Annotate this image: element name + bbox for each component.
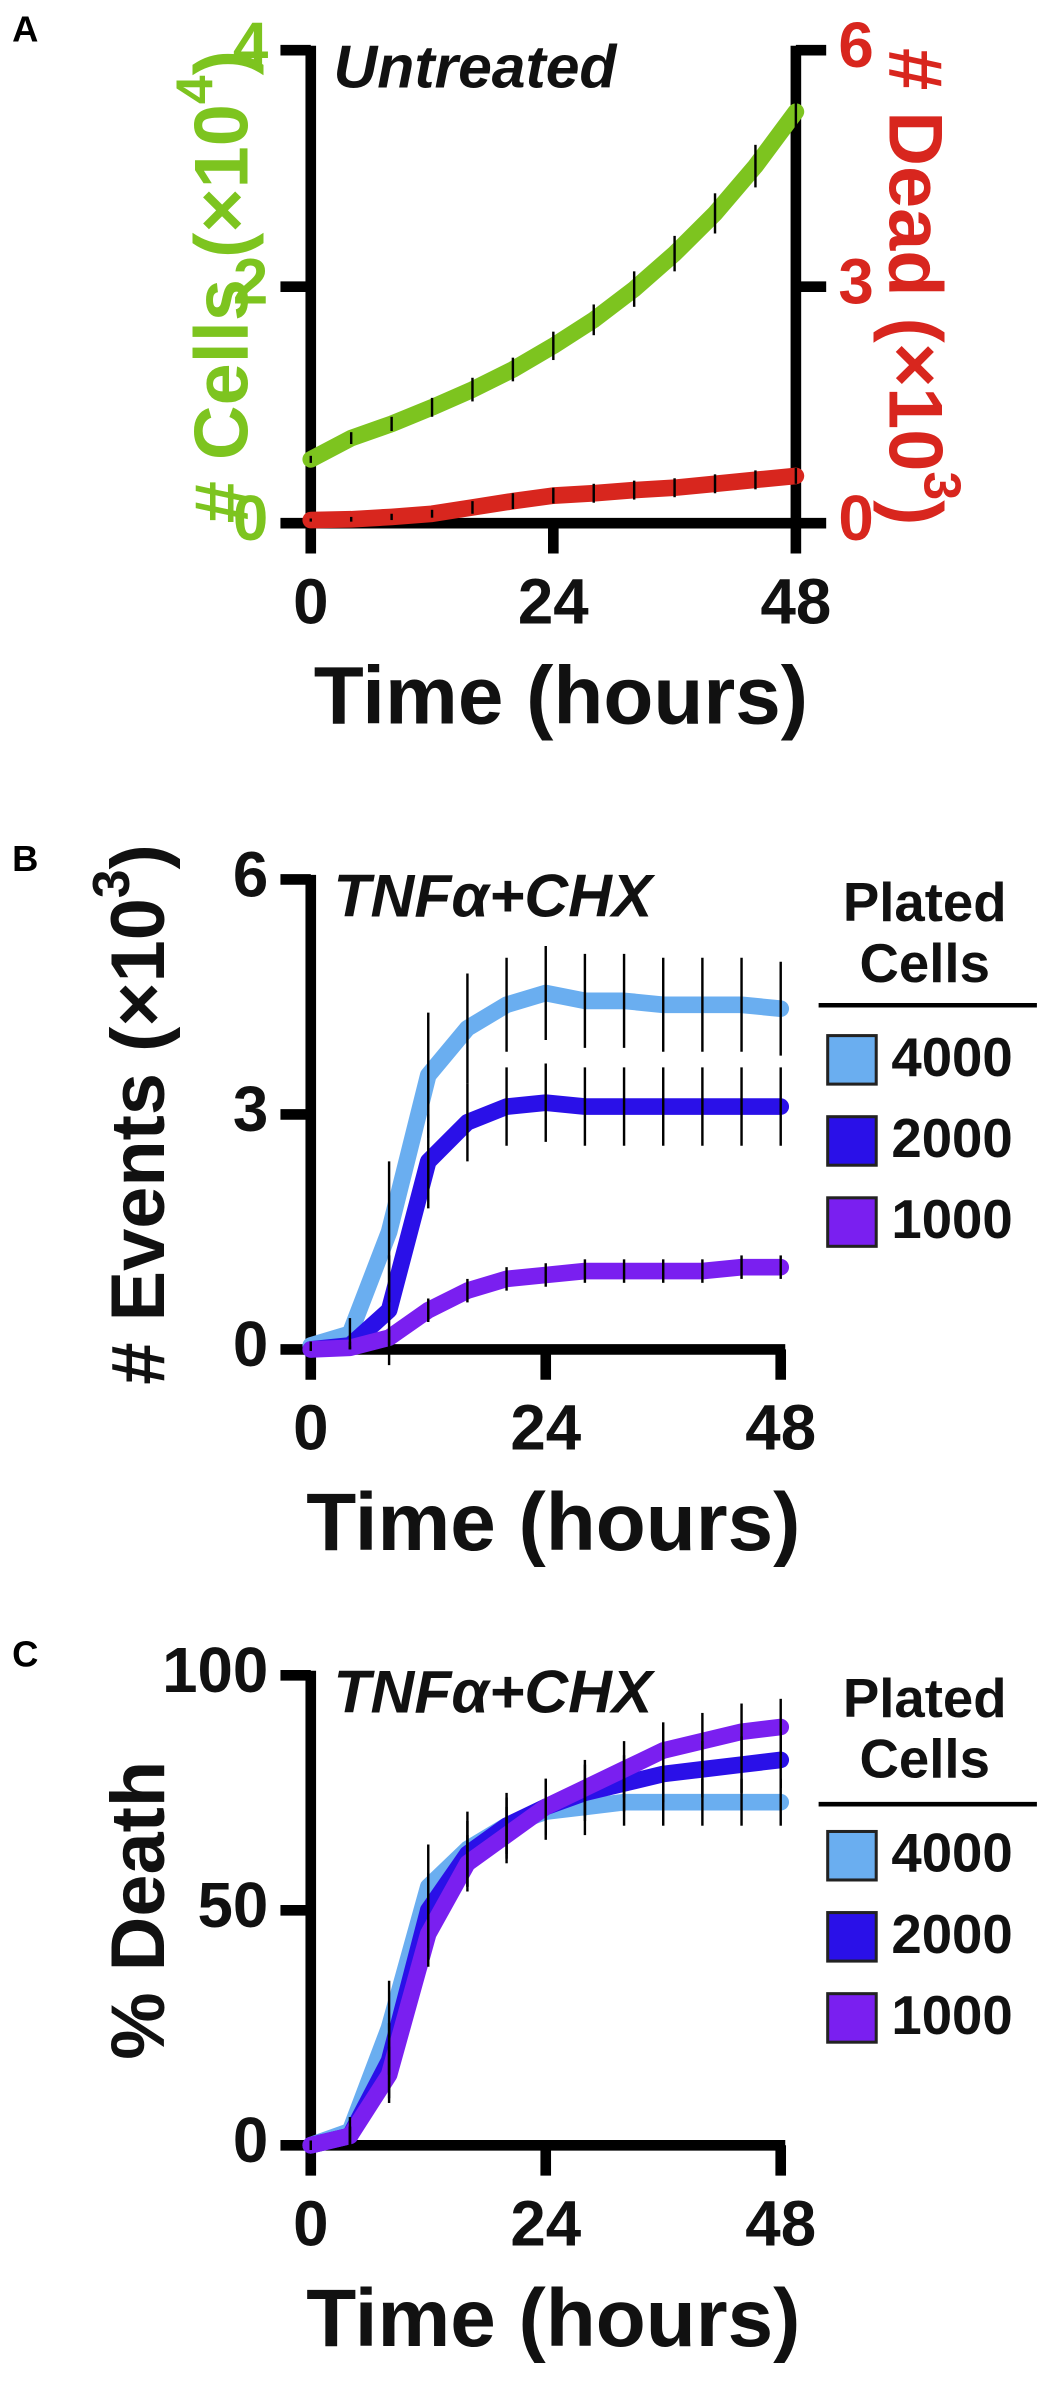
- legend-swatch: [826, 1034, 878, 1086]
- legend-swatch: [826, 1829, 878, 1882]
- annotation: TNFα+CHX: [334, 1658, 656, 1726]
- x-tick-label: 0: [293, 1393, 328, 1464]
- x-axis-title: Time (hours): [306, 2273, 800, 2364]
- y2-tick-label: 3: [838, 247, 873, 318]
- legend-swatch: [826, 1196, 878, 1248]
- annotation: Untreated: [334, 32, 619, 100]
- legend-swatch: [826, 1992, 878, 2044]
- legend-title: Plated: [843, 872, 1007, 933]
- y-tick-label: 0: [233, 483, 268, 554]
- x-tick-label: 24: [510, 2188, 581, 2259]
- y-tick-label: 0: [233, 2105, 268, 2176]
- annotation: TNFα+CHX: [334, 862, 656, 930]
- x-tick-label: 48: [760, 566, 831, 637]
- y2-tick-label: 0: [838, 483, 873, 554]
- legend-label: 1000: [891, 1985, 1012, 2046]
- legend-title: Cells: [860, 933, 990, 994]
- legend-title: Cells: [860, 1729, 990, 1790]
- x-axis-title: Time (hours): [314, 651, 808, 742]
- y2-tick-label: 6: [838, 10, 873, 81]
- legend-label: 4000: [891, 1823, 1012, 1884]
- series-line: [302, 103, 805, 468]
- axis-title: # Cells (×104): [165, 50, 264, 523]
- series-line: [302, 984, 790, 1354]
- y-tick-label: 50: [198, 1870, 269, 1941]
- y-tick-label: 100: [162, 1635, 268, 1706]
- y-tick-label: 2: [233, 247, 268, 318]
- legend-label: 1000: [891, 1189, 1012, 1250]
- legend-swatch: [826, 1115, 878, 1167]
- legend-swatch: [826, 1911, 878, 1963]
- legend-label: 2000: [891, 1108, 1012, 1169]
- panel-label: B: [12, 838, 38, 879]
- panel-label: C: [12, 1634, 38, 1675]
- axis-title: # Dead (×103): [873, 48, 972, 525]
- y-tick-label: 6: [233, 839, 268, 910]
- x-tick-label: 0: [293, 2188, 328, 2259]
- legend-label: 4000: [891, 1027, 1012, 1088]
- y-tick-label: 0: [233, 1309, 268, 1380]
- panel-label: A: [12, 9, 38, 50]
- axis-title: # Events (×103): [82, 844, 181, 1384]
- legend-title: Plated: [843, 1668, 1007, 1729]
- axis-title: % Death: [96, 1761, 181, 2060]
- y-tick-label: 4: [233, 10, 269, 81]
- x-tick-label: 48: [745, 1393, 816, 1464]
- x-tick-label: 24: [518, 566, 589, 637]
- x-tick-label: 24: [510, 1393, 581, 1464]
- legend-label: 2000: [891, 1904, 1012, 1965]
- x-axis-title: Time (hours): [306, 1477, 800, 1568]
- x-tick-label: 0: [293, 566, 328, 637]
- x-tick-label: 48: [745, 2188, 816, 2259]
- y-tick-label: 3: [233, 1074, 268, 1145]
